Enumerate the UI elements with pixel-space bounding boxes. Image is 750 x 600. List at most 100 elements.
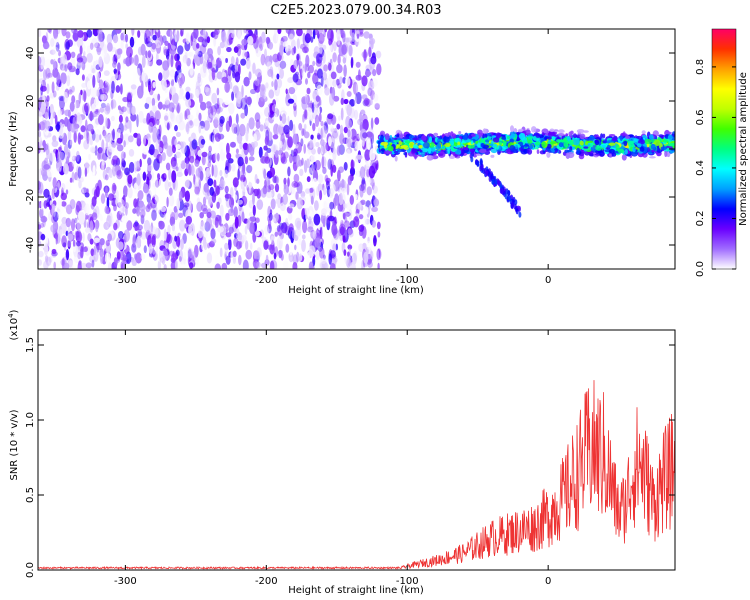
noise-cell: [126, 220, 133, 231]
noise-cell: [323, 122, 329, 134]
noise-cell: [303, 143, 307, 154]
streak-cell: [470, 156, 474, 163]
noise-cell: [242, 162, 246, 175]
noise-cell: [174, 235, 178, 242]
noise-cell: [148, 179, 151, 190]
noise-cell: [324, 87, 330, 96]
noise-cell: [192, 37, 198, 51]
noise-cell: [156, 111, 159, 119]
noise-cell: [169, 194, 175, 207]
noise-cell: [269, 243, 275, 255]
noise-cell: [230, 56, 235, 65]
echo-cell: [667, 134, 673, 140]
noise-cell: [126, 91, 133, 100]
noise-cell: [215, 162, 219, 175]
noise-cell: [230, 204, 234, 214]
noise-cell: [52, 58, 57, 71]
noise-cell: [202, 29, 206, 39]
noise-cell: [264, 135, 269, 146]
noise-cell: [256, 199, 264, 211]
noise-cell: [209, 198, 213, 205]
echo-cell: [421, 135, 427, 141]
noise-cell: [93, 189, 98, 200]
echo-cell: [549, 141, 557, 145]
noise-cell: [137, 85, 144, 99]
spectrogram-cells: [38, 29, 675, 269]
noise-cell: [304, 33, 311, 44]
noise-cell: [322, 166, 327, 175]
noise-cell: [224, 81, 231, 93]
noise-cell: [136, 133, 142, 145]
noise-cell: [77, 30, 84, 38]
echo-cell: [517, 128, 524, 133]
noise-cell: [347, 175, 352, 186]
echo-cell: [411, 147, 418, 154]
noise-cell: [363, 31, 370, 39]
noise-cell: [359, 112, 362, 123]
noise-cell: [185, 32, 190, 45]
noise-cell: [38, 121, 46, 131]
noise-cell: [113, 121, 118, 127]
noise-cell: [284, 55, 288, 68]
noise-cell: [263, 240, 269, 251]
noise-cell: [296, 38, 300, 49]
noise-cell: [219, 247, 223, 258]
noise-cell: [123, 185, 128, 198]
noise-cell: [304, 63, 307, 73]
noise-cell: [289, 119, 294, 132]
noise-cell: [213, 179, 217, 188]
y-tick-label: 1.0: [25, 412, 36, 428]
noise-cell: [94, 145, 98, 156]
noise-cell: [312, 137, 316, 148]
noise-cell: [347, 129, 351, 138]
noise-cell: [52, 177, 57, 189]
noise-cell: [137, 30, 141, 38]
noise-cell: [159, 245, 166, 252]
noise-cell: [117, 105, 122, 111]
noise-cell: [67, 62, 73, 71]
noise-cell: [59, 63, 67, 71]
snr-panel: -300 -200 -100 00.00.51.01.5 Height of stra…: [7, 309, 676, 596]
noise-cell: [266, 191, 273, 199]
noise-cell: [215, 57, 222, 69]
y-tick-label: 20: [25, 95, 36, 108]
noise-cell: [168, 181, 172, 188]
noise-cell: [253, 250, 260, 260]
noise-cell: [64, 64, 68, 72]
noise-cell: [319, 246, 325, 259]
noise-cell: [65, 31, 71, 39]
noise-cell: [262, 185, 268, 195]
noise-cell: [96, 71, 100, 81]
noise-cell: [46, 83, 50, 94]
noise-cell: [253, 141, 258, 148]
noise-cell: [148, 225, 153, 234]
noise-cell: [168, 187, 173, 196]
noise-cell: [151, 42, 157, 50]
noise-cell: [118, 231, 124, 239]
noise-cell: [355, 194, 358, 200]
noise-cell: [235, 153, 240, 159]
noise-cell: [373, 237, 377, 244]
noise-cell: [40, 62, 44, 70]
echo-cell: [602, 140, 608, 144]
noise-cell: [120, 217, 127, 230]
noise-cell: [320, 126, 324, 140]
noise-cell: [116, 170, 123, 180]
noise-cell: [361, 183, 367, 194]
noise-cell: [336, 64, 343, 74]
noise-cell: [90, 248, 95, 257]
noise-cell: [124, 167, 130, 176]
noise-cell: [334, 193, 339, 206]
noise-cell: [315, 53, 323, 64]
noise-cell: [234, 71, 241, 83]
echo-cell: [535, 133, 541, 138]
noise-cell: [133, 182, 139, 194]
noise-cell: [359, 187, 364, 198]
noise-cell: [89, 220, 94, 233]
noise-cell: [342, 30, 346, 43]
noise-cell: [142, 147, 149, 155]
noise-cell: [91, 103, 96, 113]
noise-cell: [151, 105, 157, 113]
noise-cell: [375, 50, 382, 59]
noise-cell: [96, 89, 100, 97]
